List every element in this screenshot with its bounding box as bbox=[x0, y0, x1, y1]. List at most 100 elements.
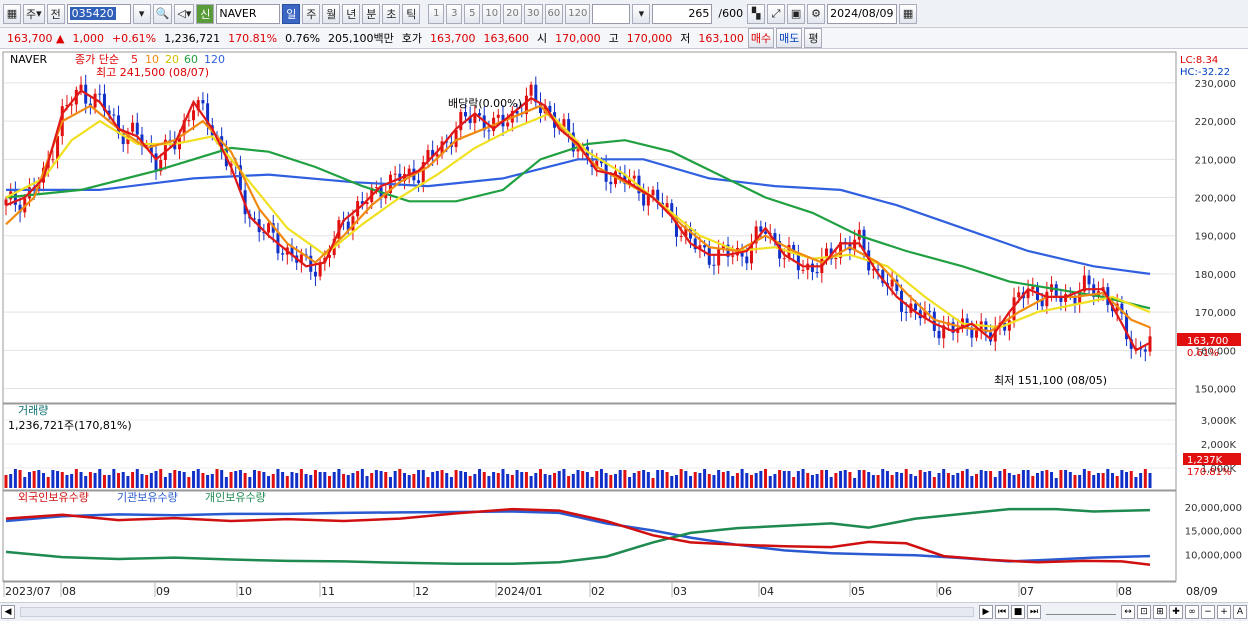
volume-bar bbox=[271, 474, 275, 488]
zoom-out-icon[interactable]: − bbox=[1201, 605, 1215, 619]
price-tick-label: 160,000 bbox=[1195, 346, 1236, 357]
volume-bar bbox=[946, 473, 950, 488]
volume-bar bbox=[674, 475, 678, 488]
x-tick-label: 2024/01 bbox=[497, 585, 543, 598]
speaker-icon[interactable]: ◁▾ bbox=[174, 3, 195, 24]
stop-icon[interactable]: ■ bbox=[1011, 605, 1025, 619]
tab-week[interactable]: 주 bbox=[302, 3, 321, 24]
volume-bar bbox=[243, 473, 247, 488]
candle-body bbox=[154, 153, 158, 172]
interval-60[interactable]: 60 bbox=[544, 3, 564, 24]
crosshair-icon[interactable]: ✚ bbox=[1169, 605, 1183, 619]
volume-bar bbox=[829, 477, 833, 488]
interval-custom-input[interactable] bbox=[592, 3, 631, 24]
candle-body bbox=[13, 191, 17, 205]
stock-code-input[interactable]: 035420 bbox=[66, 3, 131, 24]
volume-bar bbox=[665, 472, 669, 488]
ask-label: 호가 bbox=[401, 32, 423, 45]
interval-dropdown-icon[interactable]: ▾ bbox=[632, 3, 651, 24]
candle-body bbox=[890, 279, 894, 287]
font-size-icon[interactable]: A bbox=[1233, 605, 1247, 619]
interval-3[interactable]: 3 bbox=[446, 3, 463, 24]
volume-bar bbox=[478, 469, 482, 488]
interval-5[interactable]: 5 bbox=[464, 3, 481, 24]
scroll-right-icon[interactable]: ▶ bbox=[979, 605, 993, 619]
zoom-area-icon[interactable]: ⊡ bbox=[1137, 605, 1151, 619]
volume-bar bbox=[567, 476, 571, 488]
draw-tool-icon[interactable]: ⤢ bbox=[767, 3, 786, 24]
zoom-in-icon[interactable]: + bbox=[1217, 605, 1231, 619]
tab-minute[interactable]: 분 bbox=[362, 3, 381, 24]
calendar-icon[interactable]: ▦ bbox=[899, 3, 918, 24]
volume-bar bbox=[538, 469, 542, 488]
tab-tick[interactable]: 틱 bbox=[402, 3, 421, 24]
search-icon[interactable]: 🔍 bbox=[152, 3, 173, 24]
interval-30[interactable]: 30 bbox=[523, 3, 543, 24]
count-input[interactable]: 265 bbox=[652, 3, 713, 24]
candle-body bbox=[1040, 300, 1044, 307]
drag-icon[interactable]: ↔ bbox=[1121, 605, 1135, 619]
chart-menu-icon[interactable]: ▦ bbox=[3, 3, 21, 24]
count-value: 265 bbox=[688, 7, 710, 20]
candle-body bbox=[684, 227, 688, 237]
volume-bar bbox=[628, 477, 632, 488]
volume-bar bbox=[1129, 471, 1133, 488]
volume-bar bbox=[1143, 469, 1147, 488]
candle-body bbox=[637, 175, 641, 194]
volume-bar bbox=[496, 473, 500, 488]
interval-20[interactable]: 20 bbox=[503, 3, 522, 24]
forward-icon[interactable]: ⏭ bbox=[1027, 605, 1041, 619]
save-icon[interactable]: ▣ bbox=[787, 3, 806, 24]
x-tick-label: 03 bbox=[673, 585, 687, 598]
x-tick-label: 08 bbox=[1118, 585, 1132, 598]
candle-body bbox=[1054, 284, 1058, 298]
tab-month[interactable]: 월 bbox=[322, 3, 341, 24]
turnover-rate: 0.76% bbox=[285, 31, 321, 45]
candle-body bbox=[937, 330, 941, 339]
period-week-dropdown[interactable]: 주 ▾ bbox=[23, 3, 45, 24]
volume-bar bbox=[928, 471, 932, 488]
date-input[interactable]: 2024/08/09 bbox=[827, 3, 898, 24]
code-dropdown-icon[interactable]: ▾ bbox=[132, 3, 151, 24]
candle-body bbox=[478, 113, 482, 116]
volume-bar bbox=[834, 473, 838, 488]
candle-body bbox=[417, 180, 421, 184]
stock-chart[interactable]: 230,000 220,000 210,000 200,000 190,000 180,0… bbox=[0, 50, 1248, 603]
scroll-track[interactable] bbox=[20, 607, 974, 617]
candle-body bbox=[318, 262, 322, 277]
volume-bar bbox=[384, 472, 388, 488]
candle-body bbox=[698, 245, 702, 250]
volume-bar bbox=[379, 471, 383, 488]
eval-button[interactable]: 평 bbox=[804, 28, 823, 48]
tab-year[interactable]: 년 bbox=[342, 3, 361, 24]
volume-bar bbox=[140, 474, 144, 488]
interval-1[interactable]: 1 bbox=[428, 3, 445, 24]
volume-bar bbox=[656, 470, 660, 488]
volume-bar bbox=[473, 474, 477, 488]
gear-icon[interactable]: ⚙ bbox=[807, 3, 826, 24]
rewind-icon[interactable]: ⏮ bbox=[995, 605, 1009, 619]
tab-second[interactable]: 초 bbox=[382, 3, 401, 24]
interval-120[interactable]: 120 bbox=[565, 3, 591, 24]
scroll-left-icon[interactable]: ◀ bbox=[1, 605, 15, 619]
candle-body bbox=[749, 243, 753, 264]
buy-button[interactable]: 매수 bbox=[747, 28, 775, 48]
high-note: 최고 241,500 (08/07) bbox=[96, 66, 209, 79]
sell-button[interactable]: 매도 bbox=[776, 28, 803, 48]
x-tick-label: 06 bbox=[938, 585, 952, 598]
volume-bar bbox=[824, 470, 828, 488]
volume-bar bbox=[571, 474, 575, 488]
prev-button[interactable]: 전 bbox=[46, 3, 65, 24]
stock-name-field[interactable]: NAVER bbox=[216, 3, 281, 24]
speed-slider[interactable] bbox=[1046, 609, 1116, 615]
interval-10[interactable]: 10 bbox=[482, 3, 502, 24]
candle-body bbox=[904, 311, 908, 313]
zoom-fit-icon[interactable]: ⊞ bbox=[1153, 605, 1167, 619]
link-icon[interactable]: ∞ bbox=[1185, 605, 1199, 619]
candle-body bbox=[923, 311, 927, 319]
chart-tools-icon[interactable]: ▚ bbox=[747, 3, 766, 24]
volume-bar bbox=[867, 472, 871, 488]
tab-day[interactable]: 일 bbox=[282, 3, 301, 24]
volume-bar bbox=[585, 472, 589, 488]
candle-body bbox=[135, 122, 139, 135]
